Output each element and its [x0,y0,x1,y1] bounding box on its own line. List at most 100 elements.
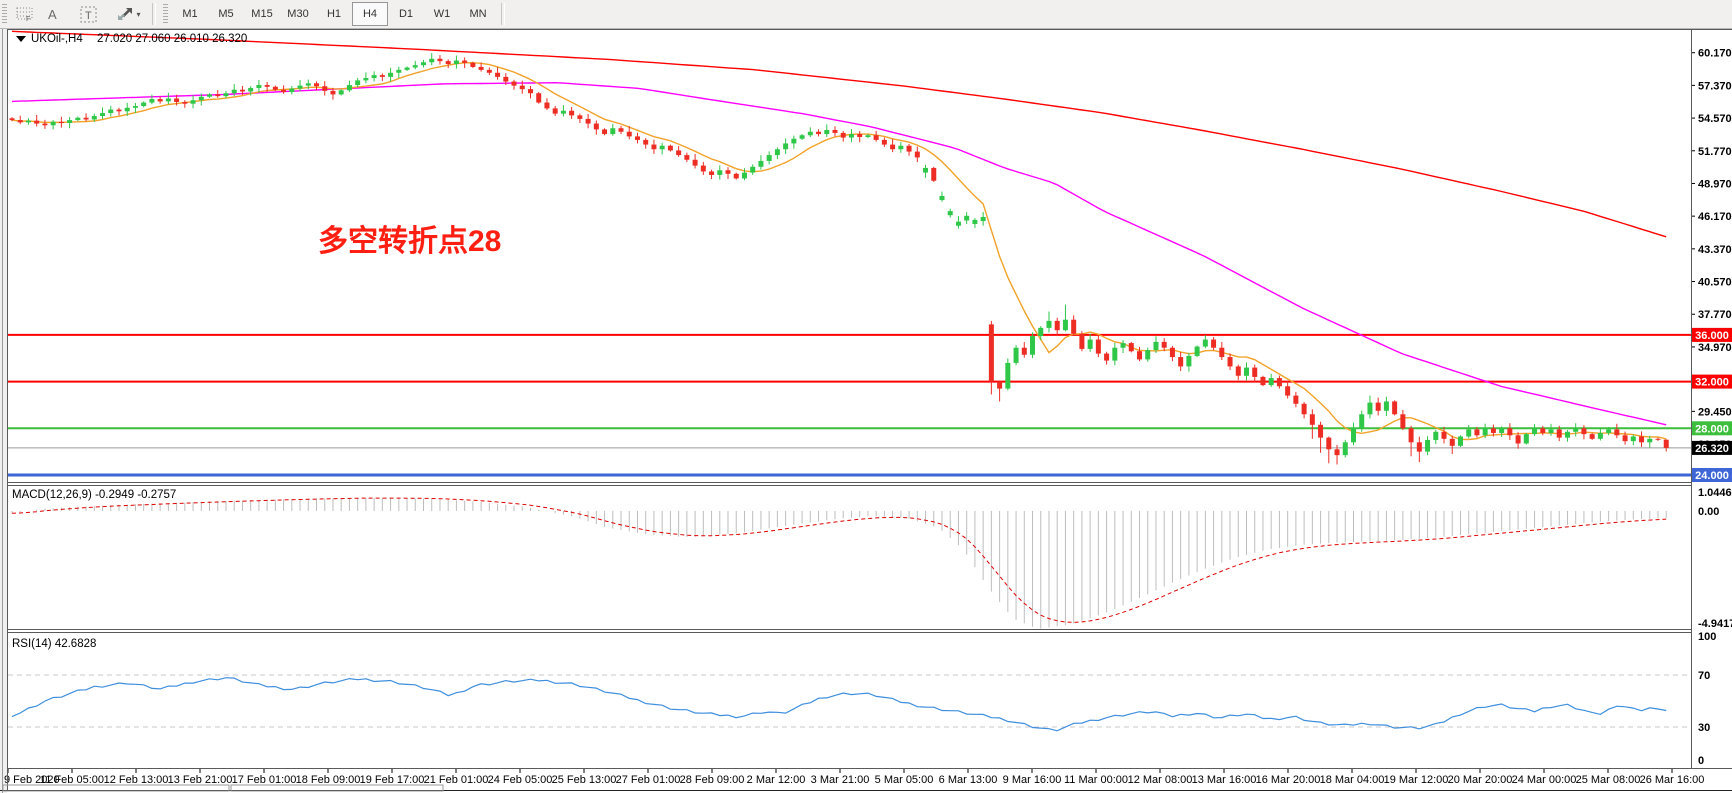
candle-body [165,98,171,102]
timeframe-button-m5[interactable]: M5 [218,8,234,20]
candle-body [1309,414,1315,425]
candle-body [552,108,558,114]
candle-body [1326,437,1332,450]
candle-body [709,171,715,175]
candle-body [174,98,180,102]
chart-svg: 1.0446 0.00 -4.9417 100 70 30 0 60.170 57.370 5… [0,29,1732,793]
candle-body [264,85,270,87]
candles-layer [9,53,1669,465]
candle-body [840,132,846,138]
arrows-tool-icon[interactable]: ▾ [109,1,147,27]
candle-body [1112,347,1118,361]
x-tick-label: 24 Mar 00:00 [1512,774,1577,786]
candle-body [527,89,533,94]
y-tick-label: 46.170 [1698,211,1732,223]
candle-body [1630,436,1636,442]
candle-body [1383,401,1389,411]
candle-body [231,89,237,94]
candle-body [1005,362,1011,389]
price-badge [1692,467,1732,482]
text-box-icon[interactable]: T [75,1,103,27]
macd-signal-line [11,497,1667,623]
ohlc-readout: 27.020 27.060 26.010 26.320 [97,33,247,45]
candle-body [898,145,904,150]
macd-label: MACD(12,26,9) -0.2949 -0.2757 [12,489,176,501]
candle-body [947,211,953,216]
candle-body [783,143,789,150]
price-badge-label: 36.000 [1695,330,1729,342]
x-tick-label: 6 Mar 13:00 [939,774,998,786]
ma-fast-line [11,61,1667,441]
candle-body [239,89,245,92]
price-axis[interactable]: 60.170 57.370 54.570 51.770 48.970 46.170 43.3… [1691,48,1732,451]
y-tick-label: 57.370 [1698,80,1732,92]
x-tick-label: 25 Mar 08:00 [1576,774,1641,786]
bottom-tab[interactable] [230,784,444,792]
x-tick-label: 11 Mar 00:00 [1064,774,1128,786]
x-tick-label: 12 Mar 08:00 [1128,774,1193,786]
candle-body [330,90,336,95]
candle-body [1556,429,1562,438]
candle-body [791,138,797,144]
y-tick-label: 60.170 [1698,48,1732,60]
candle-body [972,219,978,224]
rsi-line [11,677,1667,732]
candle-body [1532,428,1538,435]
candle-body [108,109,114,114]
candle-body [198,96,204,101]
candle-body [1515,435,1521,444]
candle-body [1260,376,1266,386]
candle-body [404,67,410,70]
candle-body [34,120,40,124]
grid-f-icon[interactable]: F [11,1,39,27]
timeframe-button-h1[interactable]: H1 [326,8,342,20]
x-tick-label: 17 Feb 01:00 [232,774,297,786]
candle-body [1013,347,1019,363]
candle-body [207,94,213,97]
candle-body [651,144,657,150]
timeframe-button-mn[interactable]: MN [469,8,487,20]
toolbar-grip[interactable] [2,4,7,24]
candle-body [1597,432,1603,439]
candle-body [643,139,649,145]
candle-body [149,99,155,103]
candle-body [980,216,986,222]
candle-body [1416,442,1422,452]
candle-body [495,72,501,77]
candle-body [667,145,673,151]
candle-body [388,72,394,77]
candle-body [692,159,698,166]
x-tick-label: 13 Feb 21:00 [168,774,233,786]
candle-body [659,145,665,150]
symbol-dropdown-icon[interactable] [16,36,26,42]
candle-body [618,128,624,132]
annotation-text[interactable]: 多空转折点28 [318,225,501,258]
timeframe-toolbar: M1 M5 M15 M30 H1 H4 D1 W1 MN [172,2,496,26]
timeframe-button-m30[interactable]: M30 [287,8,309,20]
candle-body [832,129,838,133]
candle-body [536,93,542,103]
candle-body [848,134,854,138]
bottom-tab[interactable] [2,784,230,792]
toolbar-grip[interactable] [163,4,168,24]
timeframe-button-m15[interactable]: M15 [251,8,273,20]
x-tick-label: 20 Mar 20:00 [1448,774,1513,786]
candle-body [1359,414,1365,429]
candle-body [371,75,377,79]
candle-body [9,118,15,121]
candle-body [379,75,385,77]
candle-body [1276,378,1282,387]
timeframe-button-w1[interactable]: W1 [433,8,451,20]
candle-body [610,128,616,135]
candle-body [1128,343,1134,352]
candle-body [1655,438,1661,440]
dropdown-caret-icon[interactable]: ▾ [136,9,141,19]
timeframe-button-m1[interactable]: M1 [182,8,198,20]
timeframe-button-h4[interactable]: H4 [352,2,388,26]
rsi-label: RSI(14) 42.6828 [12,638,96,650]
price-badge [1692,374,1732,389]
candle-body [544,102,550,109]
label-a-icon[interactable]: A [39,1,67,27]
timeframe-button-d1[interactable]: D1 [398,8,414,20]
